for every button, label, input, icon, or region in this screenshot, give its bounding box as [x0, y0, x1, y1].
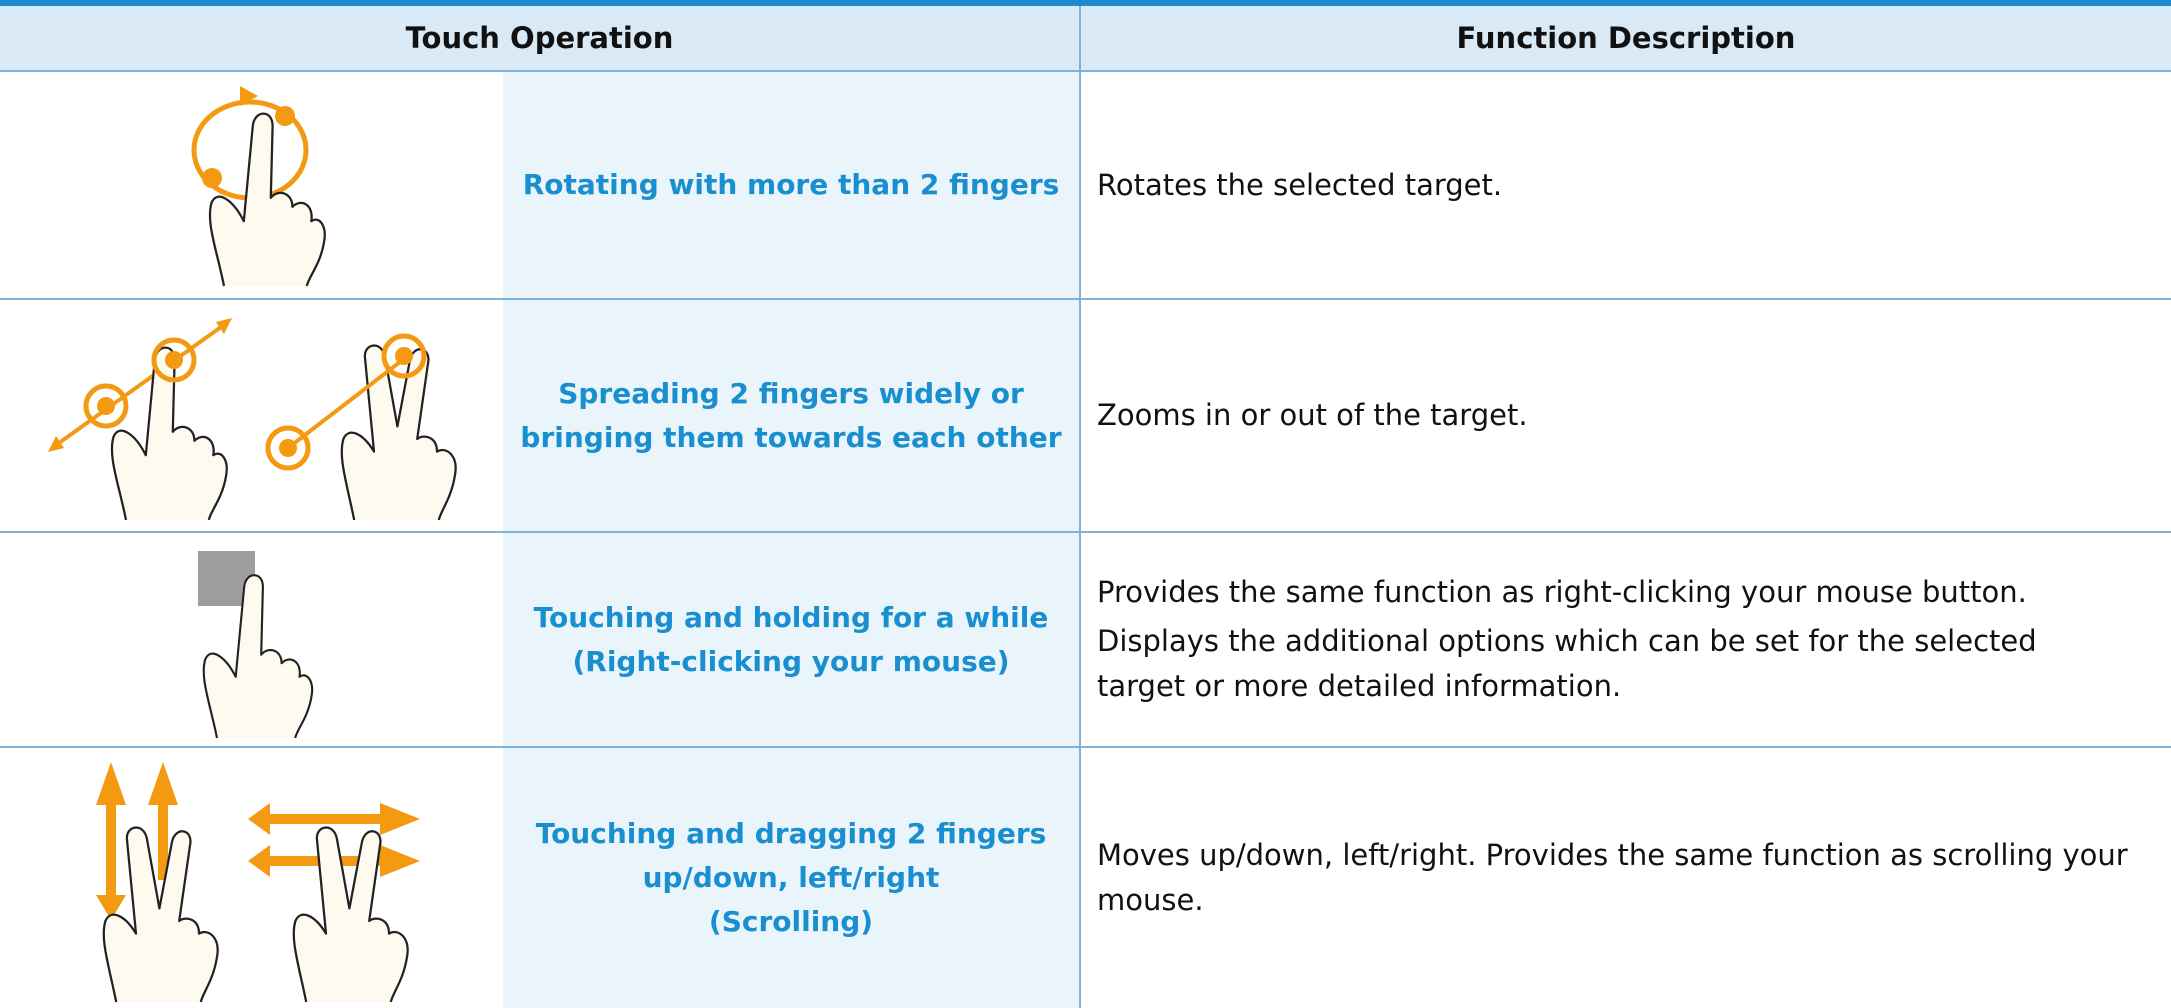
table-row: Touching and dragging 2 fingers up/down, …: [0, 748, 2171, 1008]
operation-line: Touching and holding for a while: [533, 600, 1049, 634]
description-text: Moves up/down, left/right. Provides the …: [1097, 838, 2128, 917]
description-text: Provides the same function as right-clic…: [1097, 575, 2027, 609]
top-rule: [0, 0, 2171, 6]
operation-line: (Right-clicking your mouse): [572, 644, 1010, 678]
rotate-icon: [191, 86, 326, 288]
description-text: Displays the additional options which ca…: [1097, 624, 2037, 703]
operation-line: bringing them towards each other: [520, 420, 1062, 454]
operation: Spreading 2 fingers widely or bringing th…: [503, 300, 1079, 531]
operation: Rotating with more than 2 fingers: [503, 72, 1079, 298]
description: Moves up/down, left/right. Provides the …: [1079, 748, 2171, 1008]
operation-line: up/down, left/right: [642, 861, 940, 894]
description: Zooms in or out of the target.: [1079, 300, 2171, 531]
header-cell: Touch Operation: [0, 6, 1079, 72]
description-text: Rotates the selected target.: [1097, 167, 1503, 202]
description: Rotates the selected target.: [1079, 72, 2171, 298]
gesture-icons: [48, 86, 457, 1004]
table-row: Rotating with more than 2 fingers Rotate…: [0, 72, 2171, 300]
operation: Touching and holding for a while (Right-c…: [503, 533, 1079, 746]
zoom-icon: [48, 318, 457, 522]
description-text: Zooms in or out of the target.: [1097, 398, 1528, 432]
operation-line: (Scrolling): [708, 905, 874, 938]
operation: Touching and dragging 2 fingers up/down, …: [503, 748, 1079, 1008]
header-cell: Function Description: [1079, 6, 2171, 72]
operation-line: Spreading 2 fingers widely or: [558, 376, 1024, 410]
table-row: Touching and holding for a while (Right-c…: [0, 533, 2171, 748]
table-row: Spreading 2 fingers widely or bringing th…: [0, 300, 2171, 533]
operation-line: Touching and dragging 2 fingers: [535, 817, 1047, 850]
description: Provides the same function as right-clic…: [1079, 533, 2171, 746]
operation-line: Rotating with more than 2 fingers: [522, 168, 1060, 201]
scroll-icon: [96, 762, 420, 1004]
hold-icon: [198, 551, 314, 740]
